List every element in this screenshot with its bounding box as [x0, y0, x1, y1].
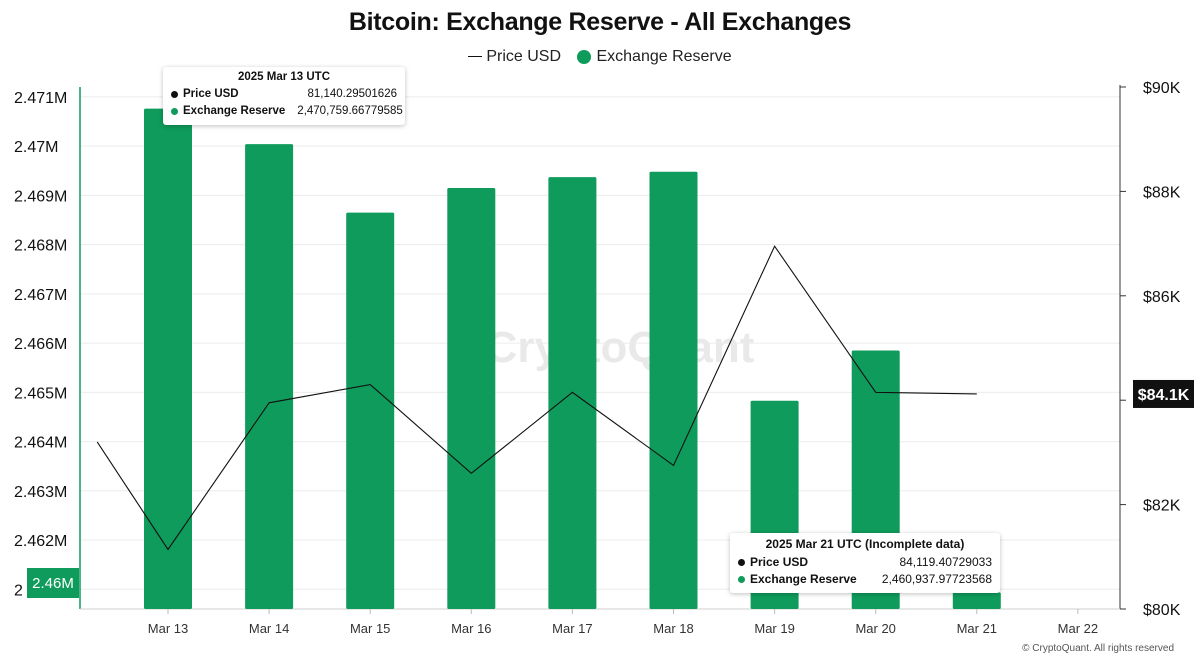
y-left-tick-label: 2.464M [14, 435, 67, 452]
y-right-tick-label: $80K [1143, 602, 1181, 619]
x-tick-label: Mar 16 [451, 621, 491, 636]
bar-exchange-reserve [346, 212, 395, 609]
legend-item-reserve[interactable]: Exchange Reserve [577, 48, 732, 66]
tooltip-row-price: Price USD 81,140.29501626 [171, 86, 397, 103]
bar-exchange-reserve [245, 144, 294, 610]
x-tick-label: Mar 21 [957, 621, 997, 636]
y-left-tick-label: 2.468M [14, 238, 67, 255]
y-right-tick-label: $88K [1143, 184, 1181, 201]
reserve-dot-icon [738, 576, 745, 583]
y-left-tick-label: 2.469M [14, 188, 67, 205]
y-right-tick-label: $82K [1143, 498, 1181, 515]
current-reserve-badge-label: 2.46M [32, 575, 74, 592]
legend-label-price: Price USD [486, 48, 562, 65]
y-left-tick-label: 2.465M [14, 385, 67, 402]
y-left-tick-label: 2.462M [14, 533, 67, 550]
tooltip-date: 2025 Mar 13 UTC [237, 71, 331, 83]
x-tick-label: Mar 15 [350, 621, 390, 636]
tooltip-value: 84,119.40729033 [899, 555, 992, 569]
legend-dot-swatch [577, 49, 592, 64]
current-price-badge-label: $84.1K [1138, 387, 1190, 404]
x-tick-label: Mar 17 [552, 621, 592, 636]
tooltip-value: 2,470,759.66779585 [297, 105, 403, 117]
y-right-tick-label: $90K [1143, 80, 1181, 97]
x-tick-label: Mar 20 [855, 621, 895, 636]
x-tick-label: Mar 19 [754, 621, 794, 636]
chart-legend: Price USD Exchange Reserve [0, 48, 1200, 66]
y-left-tick-label: 2 [14, 582, 23, 599]
tooltip-row-reserve: Exchange Reserve 2,470,759.66779585 [171, 103, 403, 120]
tooltip-mar21: 2025 Mar 21 UTC (Incomplete data) Price … [730, 533, 1000, 593]
tooltip-row-reserve: Exchange Reserve 2,460,937.97723568 [738, 571, 992, 588]
y-right-tick-label: $86K [1143, 289, 1181, 306]
legend-item-price[interactable]: Price USD [468, 48, 561, 66]
price-dot-icon [171, 91, 178, 98]
copyright-text: © CryptoQuant. All rights reserved [1022, 643, 1174, 654]
tooltip-row-price: Price USD 84,119.40729033 [738, 554, 992, 571]
y-left-tick-label: 2.47M [14, 139, 58, 156]
chart-title: Bitcoin: Exchange Reserve - All Exchange… [348, 8, 852, 36]
y-left-tick-label: 2.466M [14, 336, 67, 353]
tooltip-date: 2025 Mar 21 UTC (Incomplete data) [765, 537, 965, 551]
legend-line-swatch [468, 56, 483, 58]
x-tick-label: Mar 14 [249, 621, 289, 636]
price-usd-line [96, 245, 977, 551]
watermark-text: CryptoQuant [486, 323, 755, 372]
x-tick-label: Mar 22 [1058, 621, 1098, 636]
bar-exchange-reserve [952, 592, 1001, 609]
tooltip-label: Price USD [183, 88, 239, 100]
reserve-dot-icon [171, 108, 178, 115]
legend-label-reserve: Exchange Reserve [596, 48, 732, 65]
tooltip-value: 81,140.29501626 [307, 88, 397, 100]
y-left-tick-label: 2.471M [14, 90, 67, 107]
current-price-badge [1133, 379, 1194, 408]
bar-exchange-reserve [144, 108, 192, 609]
tooltip-mar13: 2025 Mar 13 UTC Price USD 81,140.2950162… [163, 67, 405, 125]
x-tick-label: Mar 18 [653, 621, 693, 636]
tooltip-label: Exchange Reserve [750, 572, 857, 586]
current-reserve-badge [27, 568, 79, 598]
bar-exchange-reserve [447, 187, 496, 610]
y-left-tick-label: 2.467M [14, 287, 67, 304]
price-dot-icon [738, 559, 745, 566]
tooltip-value: 2,460,937.97723568 [881, 572, 992, 586]
bar-exchange-reserve [649, 171, 698, 609]
tooltip-label: Exchange Reserve [183, 105, 286, 117]
tooltip-label: Price USD [750, 555, 809, 569]
y-left-tick-label: 2.463M [14, 484, 67, 501]
x-tick-label: Mar 13 [148, 621, 188, 636]
